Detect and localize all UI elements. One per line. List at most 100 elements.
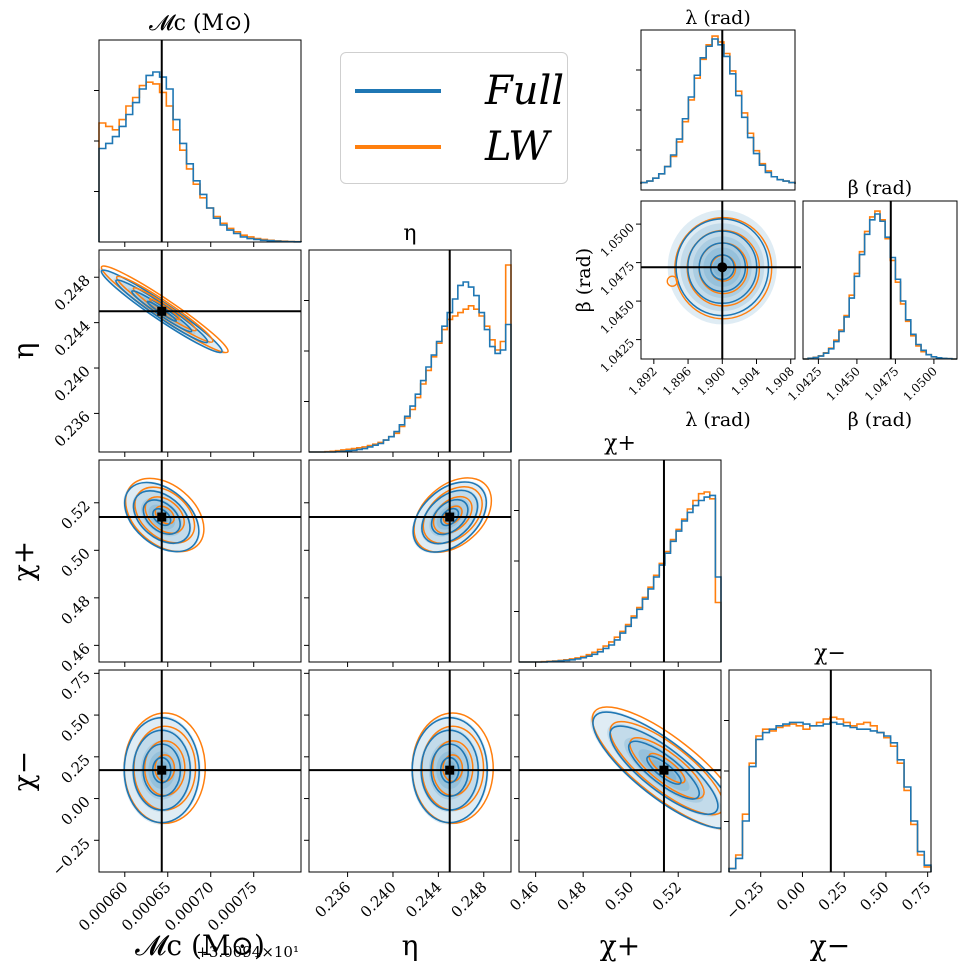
legend-label-lw: LW bbox=[485, 124, 550, 170]
ytick-label-beta-0: 1.0425 bbox=[598, 336, 638, 376]
xtick-label-eta-0: 0.236 bbox=[311, 878, 354, 921]
xtick-label-beta-3: 1.0500 bbox=[900, 364, 940, 404]
ytick-label-beta-3: 1.0500 bbox=[598, 220, 638, 260]
legend-entry-lw: LW bbox=[355, 124, 565, 170]
panel-eta-chi_minus-truth-marker bbox=[445, 765, 455, 775]
panel-Mc-chi_plus-full-level-2 bbox=[142, 499, 181, 535]
panel-Mc-chi_minus-truth-marker bbox=[157, 765, 167, 775]
xtick-label-eta-1: 0.240 bbox=[357, 878, 400, 921]
xtick-label-lambda-1: 1.896 bbox=[660, 364, 694, 398]
legend-label-full: Full bbox=[485, 68, 565, 114]
xtick-label-chi_minus-2: 0.25 bbox=[815, 878, 851, 914]
ytick-label-eta-3: 0.248 bbox=[51, 271, 94, 314]
xtick-label-chi_plus-2: 0.50 bbox=[601, 878, 637, 914]
panel-chi_plus-chi_minus-lw-level-1 bbox=[609, 720, 721, 816]
panel-Mc-chi_plus-full-level-3 bbox=[152, 507, 172, 527]
panel-chi_plus-chi_minus-full-level-1 bbox=[609, 725, 719, 816]
xlabel-eta: η bbox=[402, 929, 419, 962]
panel-Mc-eta-full-level-1 bbox=[115, 279, 209, 344]
panel-Mc-chi_plus-truth-marker bbox=[157, 512, 167, 522]
sky-truth-marker bbox=[717, 262, 728, 273]
ylabel-chi_plus: χ+ bbox=[7, 541, 40, 581]
panel-eta-chi_plus-full-level-1 bbox=[421, 489, 479, 545]
panel-chi_plus-chi_minus-lw-level-2 bbox=[629, 737, 705, 800]
panel-lambda-beta bbox=[640, 200, 796, 360]
legend-line-lw bbox=[355, 145, 441, 149]
xtick-label-chi_plus-3: 0.52 bbox=[649, 878, 685, 914]
panel-chi_plus-chi_minus-full-level-0 bbox=[592, 711, 721, 830]
hist-lw-lambda bbox=[640, 35, 796, 184]
xtick-label-beta-1: 1.0450 bbox=[823, 364, 863, 404]
ytick-label-chi_minus-4: 0.75 bbox=[57, 667, 93, 703]
xtick-label-chi_minus-3: 0.50 bbox=[856, 878, 892, 914]
ylabel-eta: η bbox=[7, 343, 40, 360]
panel-eta-chi_plus-lw-level-1 bbox=[422, 486, 483, 545]
xtick-label-chi_minus-1: 0.00 bbox=[773, 878, 809, 914]
xlabel-chi_plus: χ+ bbox=[600, 929, 640, 962]
panel-Mc-chi_minus bbox=[98, 669, 302, 873]
panel-Mc-chi_plus-contours bbox=[123, 477, 205, 553]
xtick-label-chi_plus-0: 0.46 bbox=[506, 878, 542, 914]
hist-full-beta bbox=[803, 213, 957, 360]
xtick-label-eta-3: 0.248 bbox=[447, 878, 490, 921]
hist-full-Mc bbox=[98, 71, 302, 243]
hist-lw-Mc bbox=[98, 81, 302, 243]
panel-chi_plus-chi_minus-full-level-2 bbox=[627, 740, 700, 800]
panel-Mc-chi_plus-lw-level-0 bbox=[124, 477, 205, 553]
panel-Mc-eta bbox=[98, 249, 302, 453]
legend-entry-full: Full bbox=[355, 68, 565, 114]
ylabel-beta: β (rad) bbox=[573, 248, 595, 312]
ytick-label-chi_minus-1: 0.00 bbox=[57, 793, 93, 829]
ytick-label-chi_minus-0: −0.25 bbox=[49, 834, 94, 879]
ytick-label-eta-1: 0.240 bbox=[51, 362, 94, 405]
panel-Mc-eta-truth-marker bbox=[157, 306, 167, 316]
panel-title-lambda: λ (rad) bbox=[685, 7, 750, 29]
panel-Mc-chi_plus-lw-level-1 bbox=[134, 486, 196, 544]
panel-chi_plus-chi_minus-truth-marker bbox=[659, 765, 669, 775]
ytick-label-eta-2: 0.244 bbox=[51, 317, 94, 360]
panel-beta-beta bbox=[802, 200, 958, 360]
ytick-label-eta-0: 0.236 bbox=[51, 408, 94, 451]
panel-eta-chi_plus-lw-level-0 bbox=[413, 477, 493, 553]
panel-chi_plus-chi_minus-lw-level-0 bbox=[591, 706, 721, 831]
offset-text-Mc: +3.0094×10¹ bbox=[196, 943, 299, 961]
ylabel-chi_minus: χ− bbox=[7, 751, 40, 791]
xtick-label-lambda-0: 1.892 bbox=[626, 364, 660, 398]
legend-line-full bbox=[355, 89, 441, 93]
panel-eta-chi_plus bbox=[308, 459, 512, 663]
ytick-label-chi_minus-2: 0.25 bbox=[57, 751, 93, 787]
panel-Mc-chi_plus bbox=[98, 459, 302, 663]
panel-title-Mc: 𝓜c (M⊙) bbox=[149, 11, 251, 36]
panel-eta-eta bbox=[308, 249, 512, 453]
xtick-label-beta-2: 1.0475 bbox=[862, 364, 902, 404]
hist-full-lambda bbox=[640, 38, 796, 184]
panel-title-beta: β (rad) bbox=[848, 177, 912, 199]
panel-chi_plus-chi_minus bbox=[518, 669, 722, 873]
ytick-label-chi_minus-3: 0.50 bbox=[57, 709, 93, 745]
legend: Full LW bbox=[340, 52, 568, 184]
ytick-label-beta-1: 1.0450 bbox=[598, 297, 638, 337]
panel-eta-chi_plus-full-level-2 bbox=[430, 498, 469, 536]
xtick-label-lambda-2: 1.900 bbox=[694, 364, 728, 398]
xtick-label-lambda-3: 1.904 bbox=[728, 364, 762, 398]
panel-Mc-Mc bbox=[98, 39, 302, 243]
xlabel-lambda: λ (rad) bbox=[685, 409, 750, 431]
xlabel-chi_minus: χ− bbox=[810, 929, 850, 962]
panel-Mc-chi_plus-full-level-0 bbox=[123, 481, 200, 553]
hist-full-chi_plus bbox=[519, 494, 722, 663]
panel-title-eta: η bbox=[403, 221, 416, 246]
hist-full-eta bbox=[309, 281, 512, 453]
xtick-label-chi_minus-4: 0.75 bbox=[898, 878, 934, 914]
xtick-label-chi_minus-0: −0.25 bbox=[722, 878, 767, 923]
ytick-label-chi_plus-2: 0.50 bbox=[57, 544, 93, 580]
panel-Mc-chi_plus-full-level-1 bbox=[132, 490, 191, 545]
panel-eta-chi_plus-truth-marker bbox=[445, 512, 455, 522]
panel-title-chi_minus: χ− bbox=[814, 641, 846, 666]
ytick-label-chi_plus-3: 0.52 bbox=[57, 497, 93, 533]
ytick-label-chi_plus-0: 0.46 bbox=[57, 639, 93, 675]
xlabel-Mc: 𝓜c (M⊙) bbox=[135, 929, 265, 962]
panel-eta-chi_plus-full-level-0 bbox=[412, 481, 488, 553]
xtick-label-chi_plus-1: 0.48 bbox=[554, 878, 590, 914]
hist-lw-beta bbox=[803, 210, 957, 360]
